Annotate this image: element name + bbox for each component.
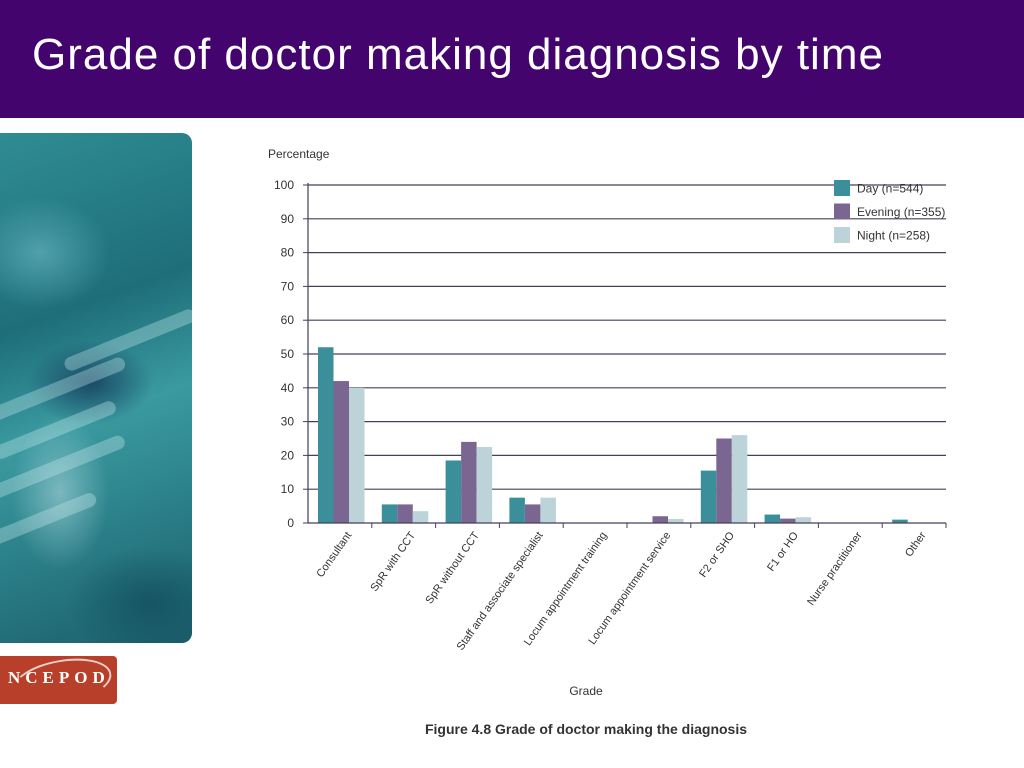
bar-night	[540, 497, 556, 523]
bar-day	[445, 460, 462, 523]
legend-label: Day (n=544)	[857, 182, 923, 196]
x-category-label: Other	[903, 530, 929, 560]
slide-title: Grade of doctor making diagnosis by time	[32, 30, 884, 79]
y-axis-title: Percentage	[268, 147, 330, 161]
legend-label: Evening (n=355)	[857, 205, 945, 219]
x-category-label: F1 or HO	[765, 529, 801, 573]
bar-evening	[524, 504, 541, 523]
bar-night	[412, 511, 429, 523]
y-tick-label: 20	[281, 448, 295, 462]
bar-day	[318, 347, 334, 523]
bar-day	[509, 497, 525, 523]
x-axis-title: Grade	[569, 684, 603, 698]
x-category-label: SpR with CCT	[368, 530, 418, 594]
legend-swatch	[834, 180, 850, 196]
bar-night	[731, 435, 748, 523]
bar-night	[668, 518, 684, 523]
bar-day	[892, 519, 908, 523]
slide-header: Grade of doctor making diagnosis by time	[0, 0, 1024, 118]
x-category-label: Consultant	[314, 530, 354, 580]
y-tick-label: 40	[281, 381, 295, 395]
legend-swatch	[834, 227, 850, 243]
y-tick-label: 50	[281, 347, 295, 361]
y-tick-label: 60	[281, 313, 295, 327]
bar-day	[700, 470, 717, 523]
logo-text: NCEPOD	[8, 668, 110, 687]
x-category-label: SpR without CCT	[423, 530, 482, 607]
bar-day	[381, 504, 398, 523]
bar-evening	[397, 504, 413, 523]
hospital-photo	[0, 133, 192, 643]
legend-label: Night (n=258)	[857, 229, 930, 243]
y-tick-label: 90	[281, 212, 295, 226]
y-tick-label: 30	[281, 415, 295, 429]
ncepod-logo: NCEPOD	[0, 651, 117, 713]
x-category-label: F2 or SHO	[697, 529, 737, 579]
bar-night	[349, 387, 365, 523]
bar-night	[795, 517, 812, 523]
bar-day	[764, 514, 781, 523]
bar-evening	[652, 516, 668, 523]
bar-evening	[333, 381, 349, 523]
y-tick-label: 100	[274, 178, 294, 192]
figure-caption: Figure 4.8 Grade of doctor making the di…	[425, 721, 747, 737]
bar-evening	[780, 518, 796, 523]
x-category-label: Nurse practitioner	[805, 530, 865, 608]
y-tick-label: 70	[281, 279, 295, 293]
y-tick-label: 80	[281, 246, 295, 260]
bar-night	[476, 446, 493, 523]
y-tick-label: 0	[287, 516, 294, 530]
bar-evening	[461, 441, 477, 523]
y-tick-label: 10	[281, 482, 295, 496]
bar-evening	[716, 438, 732, 523]
legend-swatch	[834, 203, 850, 220]
